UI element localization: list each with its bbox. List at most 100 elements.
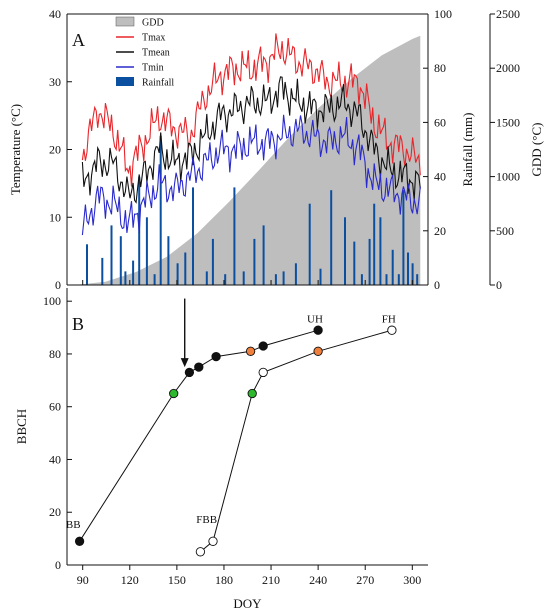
- tmean-line: [81, 76, 421, 204]
- legend-swatch-rainfall: [116, 77, 134, 86]
- rainfall-bar: [330, 190, 333, 285]
- rainfall-bar: [402, 190, 405, 285]
- rainfall-tick-label: 60: [434, 115, 446, 129]
- rainfall-bar: [205, 271, 208, 285]
- phenology-point: [245, 346, 256, 356]
- doy-axis-label: DOY: [233, 596, 262, 611]
- rainfall-bar: [233, 187, 236, 285]
- rainfall-bar: [211, 238, 214, 285]
- rainfall-bar: [110, 225, 113, 285]
- rainfall-bar: [416, 274, 419, 285]
- doy-tick-label: 210: [262, 573, 280, 587]
- panel-a-chart: 0102030400204060801000500100015002000250…: [8, 7, 544, 292]
- phenology-point: [184, 367, 195, 378]
- rainfall-bar: [242, 271, 245, 285]
- legend-label-tmin: Tmin: [142, 63, 164, 74]
- rainfall-bar: [373, 203, 376, 285]
- rainfall-bar: [344, 217, 346, 286]
- rainfall-axis-label: Rainfall (mm): [460, 112, 475, 186]
- rainfall-bar: [397, 274, 400, 285]
- phenology-point: [74, 536, 85, 546]
- tmax-line: [81, 33, 421, 187]
- doy-tick-label: 270: [356, 573, 374, 587]
- doy-tick-label: 180: [215, 573, 233, 587]
- temperature-tick-label: 30: [49, 75, 61, 89]
- gdd-tick-label: 1500: [496, 115, 520, 129]
- phenology-point: [387, 325, 397, 335]
- gdd-axis-label: GDD (°C): [529, 123, 544, 177]
- legend-label-gdd: GDD: [142, 18, 164, 29]
- rainfall-bar: [101, 257, 104, 285]
- phenology-point: [169, 388, 179, 399]
- rainfall-bar: [411, 263, 414, 285]
- doy-tick-label: 120: [121, 573, 139, 587]
- gdd-tick-label: 2000: [496, 61, 520, 75]
- rainfall-bar: [282, 271, 285, 285]
- rainfall-bar: [159, 135, 162, 285]
- bbch-tick-label: 40: [49, 452, 61, 466]
- temperature-tick-label: 10: [49, 210, 61, 224]
- phenology-point: [247, 388, 257, 399]
- stage-label-fbb: FBB: [196, 514, 217, 526]
- rainfall-bar: [319, 268, 322, 285]
- temperature-axis-label: Temperature (°C): [8, 104, 23, 195]
- doy-tick-label: 300: [403, 573, 421, 587]
- gdd-tick-label: 500: [496, 224, 514, 238]
- bbch-tick-label: 100: [43, 294, 61, 308]
- rainfall-bar: [145, 217, 148, 286]
- rainfall-bar: [167, 236, 170, 285]
- legend-label-tmax: Tmax: [142, 33, 165, 44]
- rainfall-bar: [368, 238, 371, 285]
- rainfall-bar: [176, 263, 179, 285]
- rainfall-bar: [86, 244, 88, 285]
- phenology-point: [258, 367, 268, 378]
- bbch-tick-label: 0: [55, 558, 61, 572]
- legend-swatch-gdd: [115, 16, 135, 27]
- bbch-tick-label: 80: [49, 347, 61, 361]
- rainfall-bar: [184, 252, 187, 285]
- phenology-point: [194, 362, 204, 372]
- rainfall-bar: [353, 241, 356, 285]
- phenology-point: [195, 547, 206, 557]
- rainfall-bar: [224, 274, 227, 285]
- panel-a-label: A: [72, 30, 85, 50]
- rainfall-bar: [262, 225, 265, 285]
- phenology-point: [313, 346, 323, 356]
- rainfall-bar: [360, 274, 363, 285]
- rainfall-bar: [294, 263, 297, 285]
- temperature-tick-label: 0: [55, 278, 61, 292]
- temperature-tick-label: 20: [49, 143, 61, 157]
- stage-label-uh: UH: [307, 313, 323, 325]
- rainfall-bar: [407, 252, 409, 285]
- rainfall-tick-label: 100: [434, 7, 452, 21]
- rainfall-tick-label: 40: [434, 170, 446, 184]
- rainfall-bar: [385, 274, 388, 285]
- temperature-tick-label: 40: [49, 7, 61, 21]
- gdd-tick-label: 0: [496, 278, 502, 292]
- phenology-line-1: [79, 329, 319, 542]
- rainfall-bar: [391, 249, 394, 285]
- gdd-tick-label: 2500: [496, 7, 520, 21]
- rainfall-bar: [308, 203, 311, 285]
- rainfall-tick-label: 80: [434, 61, 446, 75]
- rainfall-bar: [192, 187, 194, 285]
- gdd-tick-label: 1000: [496, 170, 520, 184]
- doy-tick-label: 150: [168, 573, 186, 587]
- panel-b-label: B: [72, 314, 84, 334]
- gdd-area: [74, 35, 421, 286]
- tmin-line: [81, 114, 421, 236]
- phenology-point: [313, 325, 323, 335]
- rainfall-bar: [379, 217, 382, 286]
- bbch-tick-label: 60: [49, 400, 61, 414]
- phenology-point: [208, 536, 218, 546]
- rainfall-bar: [253, 238, 256, 285]
- rainfall-bar: [153, 274, 156, 285]
- phenology-point: [211, 351, 221, 362]
- phenology-line-2: [200, 329, 393, 553]
- rainfall-tick-label: 20: [434, 224, 446, 238]
- doy-tick-label: 90: [77, 573, 89, 587]
- arrow-head: [180, 358, 189, 368]
- legend-label-rainfall: Rainfall: [142, 78, 174, 89]
